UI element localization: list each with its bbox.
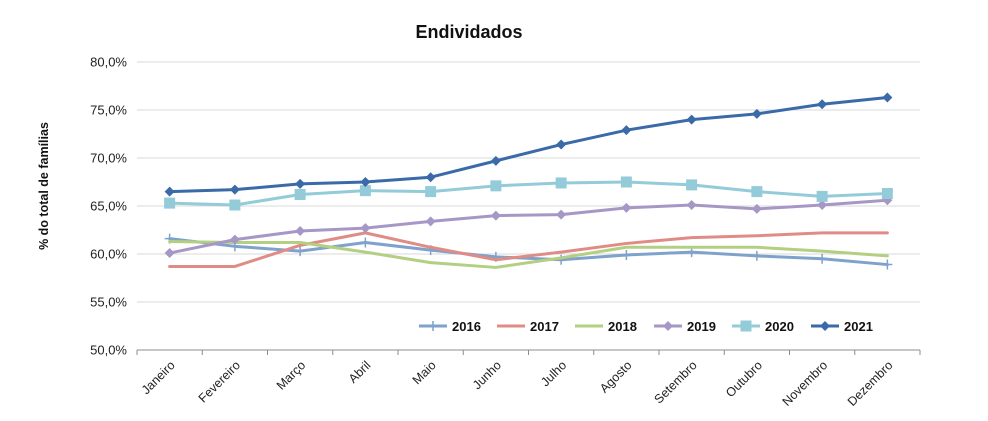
- data-point-diamond: [817, 99, 828, 110]
- y-tick-label: 55,0%: [90, 295, 127, 310]
- data-point-diamond: [425, 216, 436, 227]
- data-point-square: [555, 177, 567, 189]
- data-point-square: [881, 188, 893, 200]
- chart-title: Endividados: [415, 22, 522, 42]
- data-point-square: [359, 185, 371, 197]
- x-tick-label: Agosto: [597, 358, 634, 395]
- data-point-diamond: [663, 321, 673, 331]
- legend-label: 2020: [765, 319, 794, 334]
- data-point-square: [229, 199, 241, 211]
- data-point-diamond: [164, 248, 175, 259]
- series-line: [168, 240, 889, 269]
- data-point-diamond: [751, 203, 762, 214]
- data-point-plus: [295, 246, 306, 257]
- data-point-diamond: [229, 184, 240, 195]
- legend-label: 2016: [452, 319, 481, 334]
- x-tick-label: Fevereiro: [196, 358, 243, 405]
- y-tick-label: 75,0%: [90, 103, 127, 118]
- series-2020: [164, 176, 893, 211]
- data-point-plus: [428, 321, 438, 331]
- y-tick-label: 65,0%: [90, 199, 127, 214]
- data-point-diamond: [686, 114, 697, 125]
- data-point-diamond: [621, 202, 632, 213]
- data-point-plus: [360, 237, 371, 248]
- data-point-diamond: [490, 155, 501, 166]
- data-point-diamond: [751, 108, 762, 119]
- data-point-diamond: [295, 225, 306, 236]
- data-point-diamond: [360, 177, 371, 187]
- series-2018: [168, 240, 889, 269]
- legend-item-2018: 2018: [575, 319, 637, 334]
- data-point-square: [740, 320, 752, 332]
- gridlines: [137, 61, 920, 351]
- y-tick-label: 60,0%: [90, 247, 127, 262]
- legend-label: 2018: [608, 319, 637, 334]
- data-point-square: [425, 186, 437, 198]
- data-point-diamond: [556, 209, 567, 220]
- data-point-diamond: [556, 139, 567, 150]
- legend-item-2019: 2019: [654, 319, 716, 334]
- y-axis-label: % do total de famílias: [37, 122, 51, 250]
- y-axis-ticks: 50,0% 55,0% 60,0% 65,0% 70,0% 75,0% 80,0%: [90, 55, 127, 358]
- data-point-square: [816, 190, 828, 202]
- data-point-diamond: [295, 178, 306, 189]
- x-tick-label: Março: [274, 358, 308, 392]
- legend-label: 2017: [530, 319, 559, 334]
- data-point-square: [164, 197, 176, 209]
- data-point-diamond: [229, 234, 240, 245]
- legend-item-2020: 2020: [732, 319, 794, 334]
- data-point-plus: [882, 259, 893, 270]
- data-point-square: [620, 176, 632, 188]
- data-point-plus: [751, 250, 762, 261]
- series-2017: [168, 231, 889, 268]
- series-2016: [164, 233, 893, 270]
- data-point-diamond: [425, 172, 436, 183]
- data-point-diamond: [817, 200, 828, 211]
- y-tick-label: 50,0%: [90, 343, 127, 358]
- data-point-diamond: [621, 125, 632, 136]
- x-tick-label: Abril: [346, 358, 374, 386]
- series-line: [168, 96, 889, 194]
- data-point-diamond: [490, 210, 501, 221]
- x-tick-label: Setembro: [652, 358, 700, 406]
- series-line: [168, 180, 889, 207]
- data-point-diamond: [360, 223, 371, 234]
- legend: 2016 2017 2018 2019 2020 2021: [419, 319, 873, 334]
- x-tick-label: Junho: [470, 358, 504, 392]
- x-tick-label: Janeiro: [139, 358, 178, 397]
- x-tick-label: Julho: [538, 358, 569, 389]
- legend-item-2017: 2017: [497, 319, 559, 334]
- y-tick-label: 70,0%: [90, 151, 127, 166]
- x-axis-ticks: Janeiro Fevereiro Março Abril Maio Junho Julho…: [136, 350, 921, 409]
- legend-label: 2019: [687, 319, 716, 334]
- data-point-diamond: [820, 321, 830, 331]
- legend-item-2021: 2021: [811, 319, 873, 334]
- x-tick-label: Outubro: [723, 358, 765, 400]
- data-point-square: [490, 180, 502, 192]
- data-point-square: [686, 179, 698, 191]
- data-point-square: [294, 188, 306, 200]
- series-2021: [164, 92, 893, 197]
- series-group: [164, 92, 893, 270]
- x-tick-label: Dezembro: [845, 358, 896, 409]
- data-point-square: [751, 186, 763, 198]
- data-point-plus: [817, 253, 828, 264]
- data-point-diamond: [882, 92, 893, 103]
- x-tick-label: Maio: [410, 358, 439, 387]
- data-point-diamond: [164, 186, 175, 197]
- series-line: [168, 198, 889, 255]
- legend-item-2016: 2016: [419, 319, 481, 334]
- y-tick-label: 80,0%: [90, 55, 127, 70]
- series-line: [168, 231, 889, 268]
- x-tick-label: Novembro: [780, 358, 831, 409]
- data-point-plus: [621, 249, 632, 260]
- legend-label: 2021: [844, 319, 873, 334]
- data-point-diamond: [686, 200, 697, 211]
